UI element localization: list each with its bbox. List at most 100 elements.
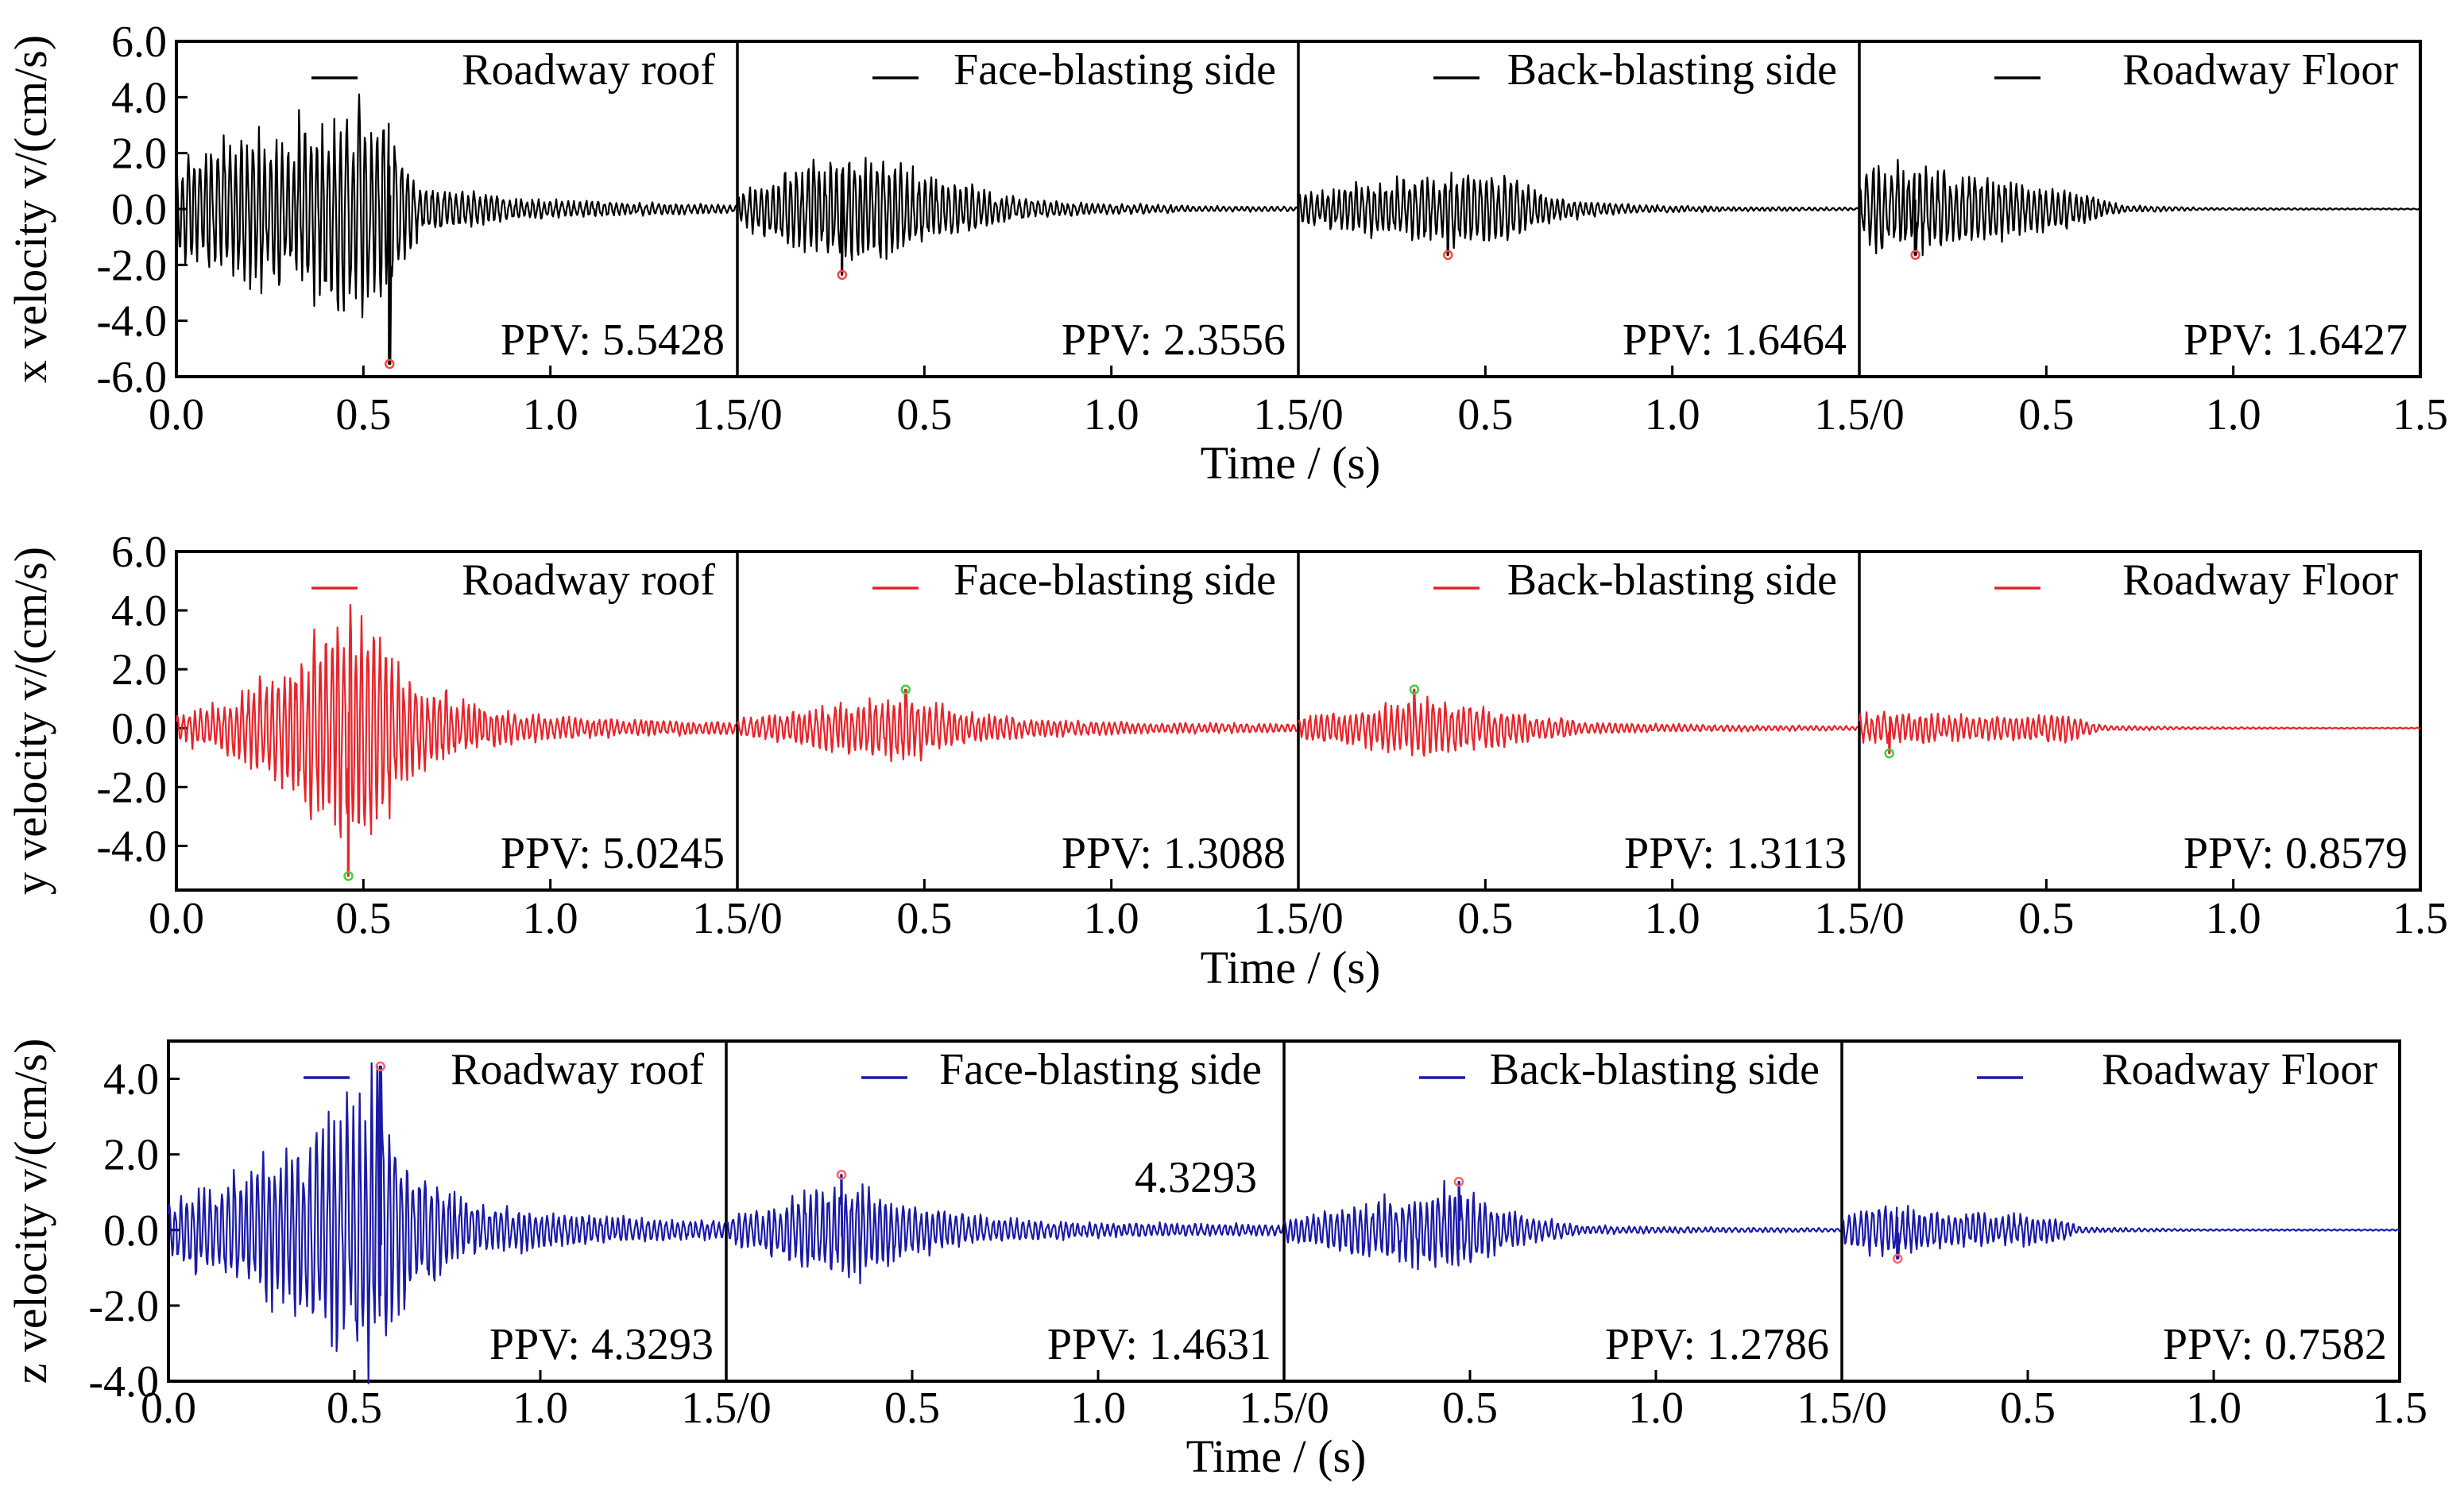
x-tick-label: 1.0 bbox=[2206, 390, 2261, 439]
x-tick-label: 0.0 bbox=[149, 894, 204, 943]
ppv-label: PPV: 1.3113 bbox=[1624, 829, 1847, 878]
x-tick-label: 0.0 bbox=[149, 390, 204, 439]
waveform-trace bbox=[1282, 1179, 1843, 1271]
ppv-peak-marker bbox=[837, 269, 848, 281]
y-tick-label: -2.0 bbox=[96, 241, 167, 290]
ppv-label: PPV: 0.7582 bbox=[2163, 1320, 2387, 1369]
x-tick-label: 1.0 bbox=[1645, 894, 1700, 943]
x-tick-label: 1.5/0 bbox=[692, 894, 783, 943]
x-axis-title: Time / (s) bbox=[1201, 437, 1381, 489]
ppv-peak-marker bbox=[375, 1061, 386, 1072]
x-tick-label: 1.0 bbox=[1645, 390, 1700, 439]
ppv-label: PPV: 4.3293 bbox=[489, 1320, 714, 1369]
x-tick-label: 0.5 bbox=[2000, 1384, 2056, 1433]
y-tick-label: 2.0 bbox=[103, 1131, 159, 1180]
panel-face-blasting-side: Face-blasting side PPV: 1.4631 bbox=[725, 1041, 1285, 1381]
x-tick-label: 1.0 bbox=[2186, 1384, 2242, 1433]
legend-label: Back-blasting side bbox=[1507, 45, 1837, 95]
x-tick-label: 0.5 bbox=[1457, 894, 1513, 943]
legend-label: Roadway roof bbox=[451, 1045, 704, 1094]
ppv-peak-marker bbox=[836, 1169, 847, 1180]
x-tick-label: 1.0 bbox=[513, 1384, 568, 1433]
y-tick-label: 0.0 bbox=[103, 1206, 159, 1256]
x-tick-label: 0.5 bbox=[1457, 390, 1513, 439]
legend-label: Roadway roof bbox=[462, 555, 715, 605]
legend-label: Face-blasting side bbox=[939, 1045, 1262, 1094]
x-axis-title: Time / (s) bbox=[1186, 1430, 1367, 1482]
waveform-trace bbox=[737, 157, 1299, 276]
y-axis-title: z velocity v/(cm/s) bbox=[5, 1039, 56, 1384]
x-tick-label: 1.5/0 bbox=[692, 390, 783, 439]
ppv-label: PPV: 0.8579 bbox=[2184, 829, 2408, 878]
ppv-label: PPV: 2.3556 bbox=[1062, 315, 1286, 365]
legend-label: Back-blasting side bbox=[1490, 1045, 1820, 1094]
x-tick-label: 1.5/0 bbox=[1797, 1384, 1887, 1433]
x-tick-label: 1.0 bbox=[1070, 1384, 1126, 1433]
panel-roadway-roof: Roadway roof PPV: 5.0245 bbox=[175, 555, 739, 881]
panel-roadway-roof: Roadway roof PPV: 5.5428 bbox=[176, 45, 739, 370]
x-tick-label: 1.0 bbox=[1084, 894, 1139, 943]
legend-label: Roadway roof bbox=[462, 45, 715, 95]
ppv-peak-marker bbox=[385, 358, 395, 370]
x-tick-label: 1.5/0 bbox=[1239, 1384, 1329, 1433]
y-tick-label: 0.0 bbox=[111, 704, 167, 753]
y-tick-label: 2.0 bbox=[111, 130, 167, 179]
x-tick-label: 1.5 bbox=[2392, 894, 2448, 943]
panel-roadway-floor: Roadway Floor PPV: 0.7582 bbox=[1840, 1041, 2400, 1381]
y-tick-label: 4.0 bbox=[111, 586, 167, 636]
ppv-peak-marker bbox=[1910, 250, 1921, 261]
ppv-label: PPV: 5.5428 bbox=[501, 315, 725, 365]
waveform-trace bbox=[167, 1062, 728, 1384]
waveform-trace bbox=[725, 1174, 1285, 1284]
legend-label: Face-blasting side bbox=[953, 45, 1276, 95]
waveform-trace bbox=[1297, 171, 1860, 256]
panel-face-blasting-side: Face-blasting side PPV: 1.3088 bbox=[736, 552, 1300, 890]
x-tick-label: 0.5 bbox=[896, 894, 952, 943]
legend-label: Back-blasting side bbox=[1507, 555, 1837, 605]
y-tick-label: -4.0 bbox=[96, 297, 167, 346]
y-tick-label: 6.0 bbox=[111, 528, 167, 577]
ppv-peak-marker bbox=[1884, 748, 1894, 759]
x-axis-title: Time / (s) bbox=[1201, 942, 1381, 993]
chart-x-velocity: -6.0 -4.0 -2.0 0.0 2.0 4.0 6.0 0.0 0.5 1.0 1.5/0 0.… bbox=[5, 17, 2448, 489]
y-tick-label: 2.0 bbox=[111, 645, 167, 695]
x-tick-label: 1.5/0 bbox=[1253, 390, 1344, 439]
panel-face-blasting-side: Face-blasting side PPV: 2.3556 bbox=[736, 41, 1299, 377]
y-tick-label: 4.0 bbox=[103, 1055, 159, 1105]
x-tick-label: 0.5 bbox=[335, 390, 391, 439]
y-tick-label: 4.0 bbox=[111, 73, 167, 122]
x-tick-label: 1.5/0 bbox=[681, 1384, 772, 1433]
y-axis-title: x velocity v/(cm/s) bbox=[5, 35, 56, 383]
ppv-label: PPV: 1.2786 bbox=[1605, 1320, 1829, 1369]
chart-z-velocity: -4.0 -2.0 0.0 2.0 4.0 0.0 0.5 1.0 1.5/0 0.5 1.0 1.5… bbox=[5, 1039, 2427, 1482]
x-tick-label: 0.5 bbox=[2018, 894, 2074, 943]
panel-back-blasting-side: Back-blasting side PPV: 1.3113 bbox=[1297, 552, 1860, 890]
y-tick-label: 0.0 bbox=[111, 185, 167, 234]
ppv-label: PPV: 1.6464 bbox=[1623, 315, 1847, 365]
x-tick-label: 0.5 bbox=[896, 390, 952, 439]
waveform-trace bbox=[176, 93, 739, 365]
x-tick-label: 1.5 bbox=[2372, 1384, 2427, 1433]
panel-roadway-floor: Roadway Floor PPV: 0.8579 bbox=[1858, 552, 2421, 890]
ppv-label: PPV: 1.4631 bbox=[1047, 1320, 1271, 1369]
ppv-peak-marker bbox=[900, 684, 911, 695]
panel-back-blasting-side: Back-blasting side PPV: 1.2786 bbox=[1282, 1041, 1843, 1381]
x-tick-label: 0.5 bbox=[884, 1384, 940, 1433]
x-tick-label: 1.5/0 bbox=[1253, 894, 1344, 943]
ppv-peak-marker bbox=[1443, 250, 1453, 261]
waveform-trace bbox=[736, 688, 1300, 763]
legend-label: Face-blasting side bbox=[953, 555, 1276, 605]
y-tick-label: -2.0 bbox=[88, 1282, 159, 1331]
panel-back-blasting-side: Back-blasting side PPV: 1.6464 bbox=[1297, 41, 1860, 377]
y-tick-label: -6.0 bbox=[96, 353, 167, 402]
ppv-peak-marker bbox=[343, 871, 354, 881]
y-tick-label: -2.0 bbox=[96, 763, 167, 812]
x-tick-label: 1.5 bbox=[2392, 390, 2448, 439]
ppv-peak-marker bbox=[1453, 1176, 1464, 1187]
x-tick-label: 1.0 bbox=[2206, 894, 2261, 943]
x-tick-label: 0.5 bbox=[327, 1384, 382, 1433]
x-tick-label: 1.5/0 bbox=[1814, 390, 1905, 439]
x-tick-label: 0.5 bbox=[1442, 1384, 1498, 1433]
legend-label: Roadway Floor bbox=[2102, 1045, 2377, 1094]
